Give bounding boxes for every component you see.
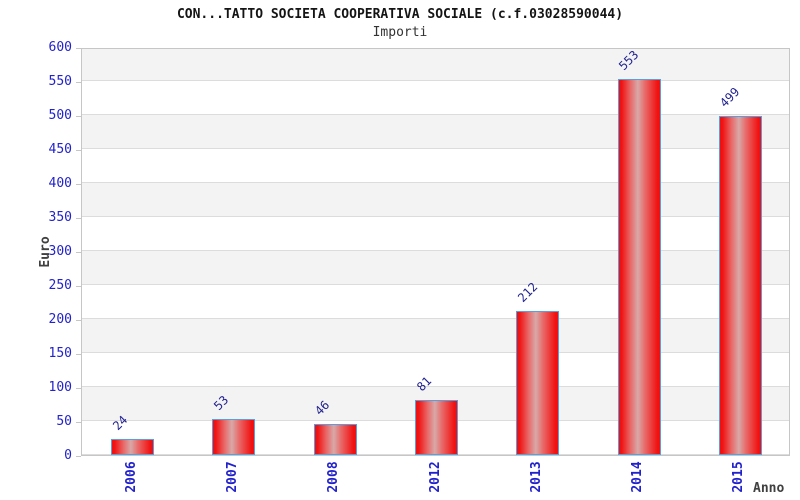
y-tick-mark [76, 286, 81, 287]
bar-value-label: 212 [515, 279, 541, 305]
bar-2015 [719, 116, 762, 455]
bar-value-label: 81 [414, 373, 435, 394]
x-tick-label: 2014 [630, 461, 645, 493]
y-tick-mark [76, 116, 81, 117]
bar-value-label: 53 [211, 392, 232, 413]
y-tick-mark [76, 184, 81, 185]
y-tick-mark [76, 252, 81, 253]
y-tick-label: 200 [48, 312, 72, 327]
y-tick-label: 150 [48, 346, 72, 361]
y-tick-label: 550 [48, 74, 72, 89]
y-tick-label: 500 [48, 108, 72, 123]
plot-area: 24 53 46 81 212 553 499 [81, 48, 790, 456]
y-tick-label: 400 [48, 176, 72, 191]
y-tick-label: 450 [48, 142, 72, 157]
y-tick-label: 100 [48, 380, 72, 395]
bar-2014 [618, 79, 661, 455]
y-tick-label: 250 [48, 278, 72, 293]
y-tick-mark [76, 150, 81, 151]
bar-value-label: 46 [312, 397, 333, 418]
bar-2013 [516, 311, 559, 455]
y-tick-label: 50 [56, 414, 72, 429]
y-tick-mark [76, 422, 81, 423]
y-tick-mark [76, 48, 81, 49]
y-tick-mark [76, 82, 81, 83]
bar-value-label: 553 [616, 47, 642, 73]
y-tick-mark [76, 320, 81, 321]
y-tick-label: 300 [48, 244, 72, 259]
bar-2012 [415, 400, 458, 455]
x-tick-label: 2015 [731, 461, 746, 493]
bar-2006 [111, 439, 154, 455]
x-tick-label: 2012 [428, 461, 443, 493]
x-tick-label: 2007 [225, 461, 240, 493]
x-tick-label: 2013 [529, 461, 544, 493]
bar-2008 [314, 424, 357, 455]
y-tick-mark [76, 456, 81, 457]
y-tick-label: 600 [48, 40, 72, 55]
y-tick-label: 0 [64, 448, 72, 463]
x-tick-label: 2008 [326, 461, 341, 493]
chart-title: CON...TATTO SOCIETA COOPERATIVA SOCIALE … [176, 7, 624, 22]
x-axis-label: Anno [753, 481, 785, 496]
y-tick-mark [76, 388, 81, 389]
x-tick-label: 2006 [124, 461, 139, 493]
y-tick-mark [76, 354, 81, 355]
y-tick-mark [76, 218, 81, 219]
bar-value-label: 24 [110, 412, 131, 433]
bar-value-label: 499 [717, 84, 743, 110]
y-tick-label: 350 [48, 210, 72, 225]
chart-subtitle: Importi [372, 25, 428, 40]
bar-2007 [212, 419, 255, 455]
